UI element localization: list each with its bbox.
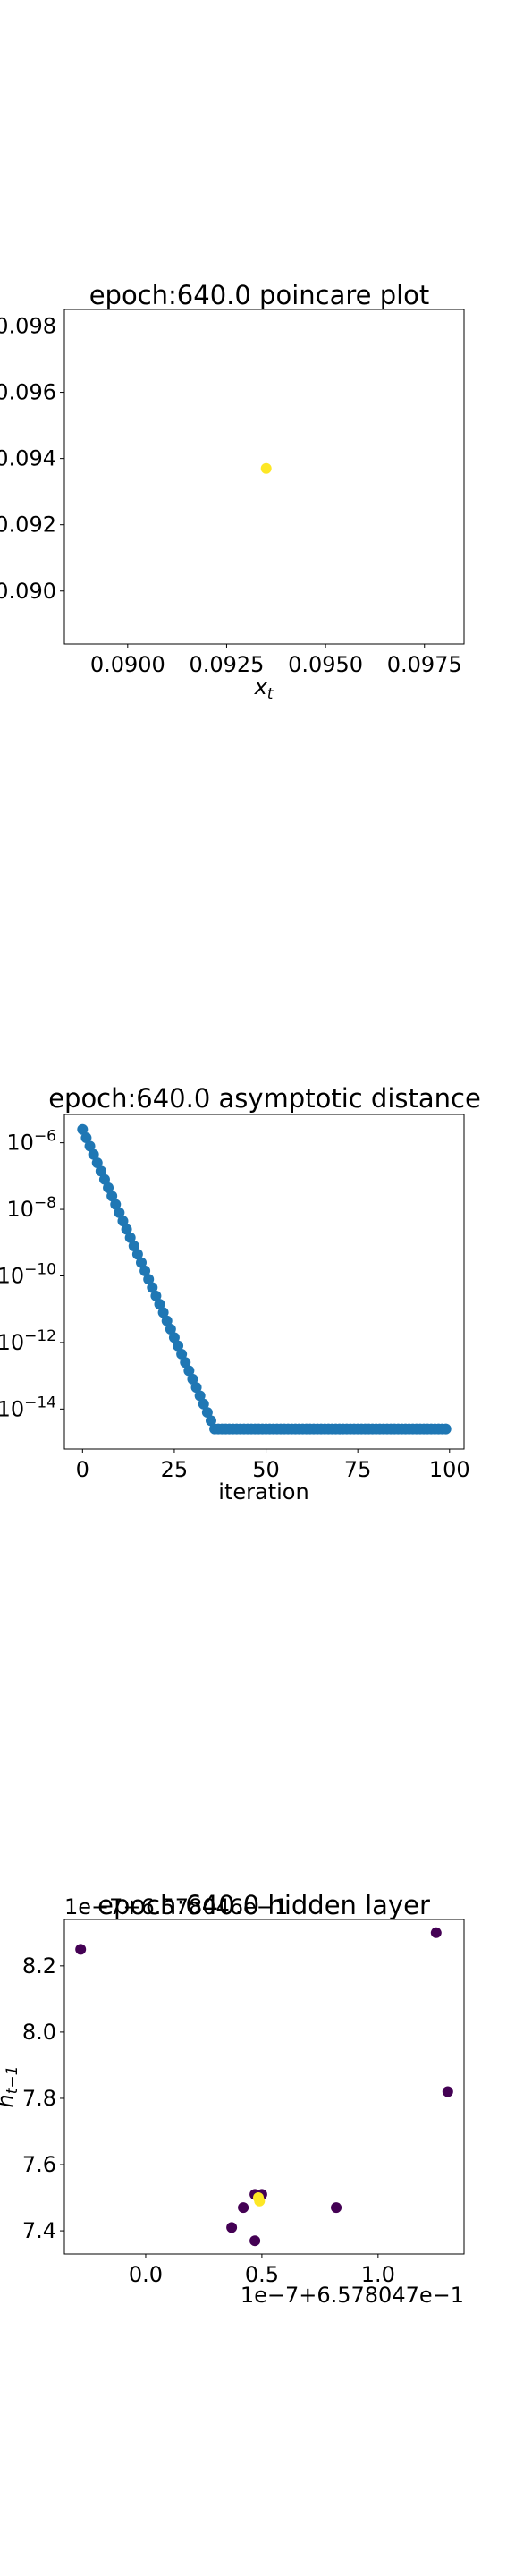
- asymptotic-point: [440, 1423, 452, 1435]
- asymptotic-point: [121, 1224, 132, 1235]
- poincare-y-tick-label: 0.096: [0, 380, 56, 405]
- hidden-layer-point: [430, 1927, 442, 1938]
- hidden-layer-y-tick-label: 7.4: [22, 2218, 56, 2243]
- asymptotic-axes-frame: [63, 1114, 465, 1450]
- asymptotic-point: [135, 1257, 147, 1268]
- asymptotic-point: [114, 1207, 125, 1218]
- asymptotic-point: [84, 1140, 96, 1152]
- asymptotic-x-tick-label: 50: [252, 1457, 280, 1482]
- hidden-layer-y-tick-label: 7.6: [22, 2152, 56, 2177]
- asymptotic-point: [187, 1373, 198, 1385]
- hidden-layer-x-tick-label: 1.0: [361, 2262, 395, 2287]
- asymptotic-y-tick-label: 10−10: [0, 1260, 56, 1288]
- hidden-layer-x-tick-label: 0.0: [129, 2262, 163, 2287]
- asymptotic-marks: [77, 1123, 452, 1435]
- asymptotic-point: [194, 1390, 206, 1402]
- asymptotic-x-axis-label: iteration: [218, 1479, 308, 1504]
- asymptotic-y-tick-label: 10−14: [0, 1394, 56, 1421]
- poincare-y-tick-label: 0.098: [0, 314, 56, 339]
- asymptotic-point: [161, 1315, 173, 1326]
- poincare-x-tick-label: 0.0950: [288, 652, 363, 677]
- asymptotic-point: [165, 1324, 176, 1335]
- asymptotic-y-tick-label: 10−8: [6, 1194, 56, 1222]
- asymptotic-point: [77, 1123, 89, 1135]
- poincare-point: [260, 462, 272, 474]
- hidden-layer-point: [75, 1944, 87, 1955]
- asymptotic-point: [183, 1365, 195, 1377]
- poincare-y-tick-label: 0.094: [0, 446, 56, 471]
- asymptotic-x-tick-label: 75: [344, 1457, 372, 1482]
- asymptotic-x-tick-label: 100: [429, 1457, 470, 1482]
- poincare-chart: epoch:640.0 poincare plot 0.0900 0.0925 0.…: [0, 280, 465, 703]
- hidden-layer-axes-frame: [63, 1919, 465, 2255]
- asymptotic-point: [198, 1398, 209, 1410]
- asymptotic-point: [150, 1290, 162, 1301]
- poincare-x-tick-label: 0.0975: [387, 652, 462, 677]
- asymptotic-point: [103, 1182, 114, 1193]
- poincare-marks: [260, 462, 272, 474]
- hidden-layer-point: [331, 2202, 342, 2214]
- asymptotic-point: [95, 1165, 106, 1177]
- asymptotic-x-tick-label: 0: [76, 1457, 89, 1482]
- asymptotic-point: [91, 1157, 103, 1168]
- asymptotic-distance-chart: epoch:640.0 asymptotic distance 0 25 50 75 1…: [0, 1083, 481, 1504]
- poincare-x-tick-label: 0.0900: [90, 652, 165, 677]
- hidden-layer-x-tick-label: 0.5: [245, 2262, 279, 2287]
- asymptotic-point: [131, 1249, 143, 1260]
- asymptotic-point: [190, 1382, 202, 1394]
- hidden-layer-y-tick-label: 7.8: [22, 2086, 56, 2111]
- hidden-layer-y-tick-label: 8.2: [22, 1953, 56, 1979]
- asymptotic-point: [154, 1299, 165, 1310]
- hidden-layer-y-tick-label: 8.0: [22, 2020, 56, 2045]
- poincare-x-tick-label: 0.0925: [189, 652, 264, 677]
- asymptotic-point: [139, 1265, 151, 1276]
- hidden-layer-point: [238, 2202, 249, 2214]
- asymptotic-point: [176, 1348, 188, 1360]
- asymptotic-point: [180, 1357, 191, 1368]
- hidden-layer-x-offset: 1e−7+6.578047e−1: [241, 2283, 464, 2308]
- asymptotic-title: epoch:640.0 asymptotic distance: [48, 1083, 481, 1114]
- asymptotic-point: [205, 1415, 216, 1427]
- asymptotic-point: [124, 1232, 136, 1243]
- asymptotic-point: [173, 1340, 184, 1352]
- hidden-layer-point: [254, 2195, 266, 2207]
- poincare-axes-frame: [63, 309, 465, 645]
- asymptotic-point: [157, 1307, 169, 1318]
- hidden-layer-y-axis-label: ht−1: [0, 2066, 21, 2108]
- asymptotic-point: [128, 1240, 139, 1251]
- hidden-layer-marks: [75, 1927, 453, 2247]
- asymptotic-y-tick-label: 10−6: [6, 1128, 56, 1156]
- asymptotic-point: [80, 1132, 92, 1144]
- poincare-y-tick-label: 0.092: [0, 513, 56, 538]
- hidden-layer-title: epoch:640.0 hidden layer: [97, 1890, 430, 1920]
- asymptotic-y-tick-label: 10−12: [0, 1327, 56, 1355]
- poincare-y-tick-label: 0.090: [0, 579, 56, 604]
- asymptotic-point: [201, 1407, 213, 1419]
- hidden-layer-chart: epoch:640.0 hidden layer 1e−7+6.578046e−…: [0, 1890, 465, 2308]
- asymptotic-point: [147, 1282, 158, 1293]
- asymptotic-point: [88, 1148, 99, 1160]
- asymptotic-point: [110, 1199, 122, 1210]
- hidden-layer-point: [249, 2235, 261, 2247]
- asymptotic-point: [117, 1216, 129, 1227]
- hidden-layer-ticks: 0.0 0.5 1.0 8.2 8.0 7.8 7.6 7.4: [22, 1953, 395, 2287]
- asymptotic-point: [168, 1332, 180, 1343]
- hidden-layer-y-offset: 1e−7+6.578046e−1: [64, 1894, 288, 1919]
- asymptotic-point: [106, 1191, 118, 1202]
- poincare-title: epoch:640.0 poincare plot: [89, 280, 430, 310]
- hidden-layer-point: [226, 2222, 238, 2233]
- hidden-layer-point: [442, 2086, 453, 2097]
- poincare-ticks: 0.0900 0.0925 0.0950 0.0975 0.098 0.096 0.094 0…: [0, 314, 462, 677]
- poincare-x-axis-label: xt: [254, 674, 274, 703]
- asymptotic-point: [143, 1274, 155, 1285]
- asymptotic-point: [98, 1174, 110, 1185]
- asymptotic-x-tick-label: 25: [161, 1457, 189, 1482]
